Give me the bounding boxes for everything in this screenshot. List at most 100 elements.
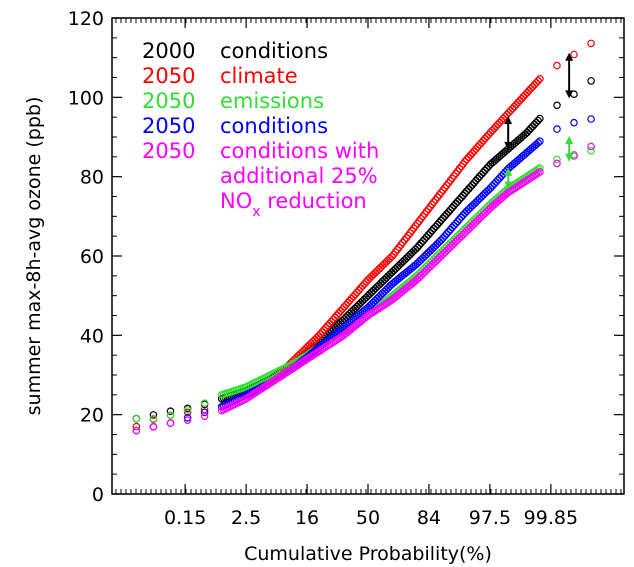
data-point [428,226,436,235]
data-point [440,212,449,220]
y-tick-label: 20 [80,405,104,427]
data-point [534,139,542,147]
arrow-head-down [504,141,513,150]
x-tick-label: 97.5 [469,507,511,529]
data-point [382,285,391,294]
data-point [320,325,328,334]
data-point [415,241,424,250]
data-point [437,216,445,225]
data-point [424,231,433,239]
data-point [536,137,544,146]
data-point [166,411,175,420]
data-point [312,333,321,342]
legend-label: conditions [220,114,328,138]
data-point [183,416,192,425]
data-point [338,305,347,313]
legend-year: 2050 [142,139,195,163]
data-point [455,215,464,224]
data-point [534,116,542,125]
data-point [479,136,488,145]
data-point [587,77,595,85]
data-point [504,188,513,196]
arrow-head-up [565,52,574,61]
data-point [448,223,456,232]
arrow-head-down [565,153,574,162]
legend-label: climate [220,64,298,88]
data-point [422,233,431,241]
data-point [442,230,451,238]
data-point [462,155,471,164]
legend-label: conditions [220,39,328,63]
data-point [587,39,595,48]
data-point [446,176,455,185]
arrow-head-up [565,136,574,144]
data-point [536,168,544,176]
x-tick-label: 84 [417,507,441,529]
data-point [428,200,436,209]
data-point [132,414,141,423]
data-point [553,101,561,110]
data-point [435,218,444,227]
data-point [391,248,400,256]
legend-year: 2000 [142,39,195,63]
y-tick-label: 120 [68,8,104,30]
data-point [132,422,141,431]
data-point [327,317,336,326]
data-point [429,224,438,233]
data-point [322,323,330,332]
x-tick-label: 50 [356,507,380,529]
data-point [183,406,192,414]
data-point [345,309,354,318]
data-point [435,238,444,246]
data-point [333,311,341,320]
data-point [461,189,469,198]
data-point [455,195,464,204]
data-point [534,77,542,85]
data-point [200,408,209,417]
data-point [376,263,385,272]
data-point [553,61,561,70]
arrow-head-down [565,90,574,99]
data-point [553,125,561,133]
data-point [473,174,482,183]
data-point [570,50,578,59]
y-tick-label: 80 [80,167,104,189]
series-points [132,142,595,435]
data-point [340,303,349,311]
data-point [450,221,458,230]
data-point [473,143,482,151]
difference-arrow [565,136,574,162]
x-axis-label: Cumulative Probability(%) [244,543,492,565]
data-point [409,224,418,233]
data-point [356,298,365,307]
legend-label: additional 25% [220,164,378,188]
data-point [402,254,411,263]
data-point [353,288,361,297]
data-point [433,239,442,248]
data-point [453,217,462,226]
y-tick-label: 0 [92,484,104,506]
data-point [462,187,471,195]
x-tick-label: 99.85 [524,507,578,529]
axis-ticks: 0 20 40 60 80 100 120 0.15 2.5 16 50 84 97.5 99.85 [68,8,624,529]
data-points [132,39,595,435]
data-point [409,247,418,255]
difference-arrow [504,116,513,150]
x-tick-label: 2.5 [231,507,261,529]
data-point [468,149,477,158]
data-point [453,197,462,206]
data-point [461,157,469,166]
data-point [475,172,484,181]
difference-arrow [565,52,574,99]
y-tick-label: 100 [68,87,104,109]
data-point [479,191,488,199]
legend-year: 2050 [142,64,195,88]
data-point [200,399,209,408]
legend-year: 2050 [142,114,195,138]
legend-label: NOx reduction [220,189,367,220]
data-point [536,164,544,172]
data-point [437,188,445,197]
data-point [587,115,595,123]
data-point [382,273,391,282]
